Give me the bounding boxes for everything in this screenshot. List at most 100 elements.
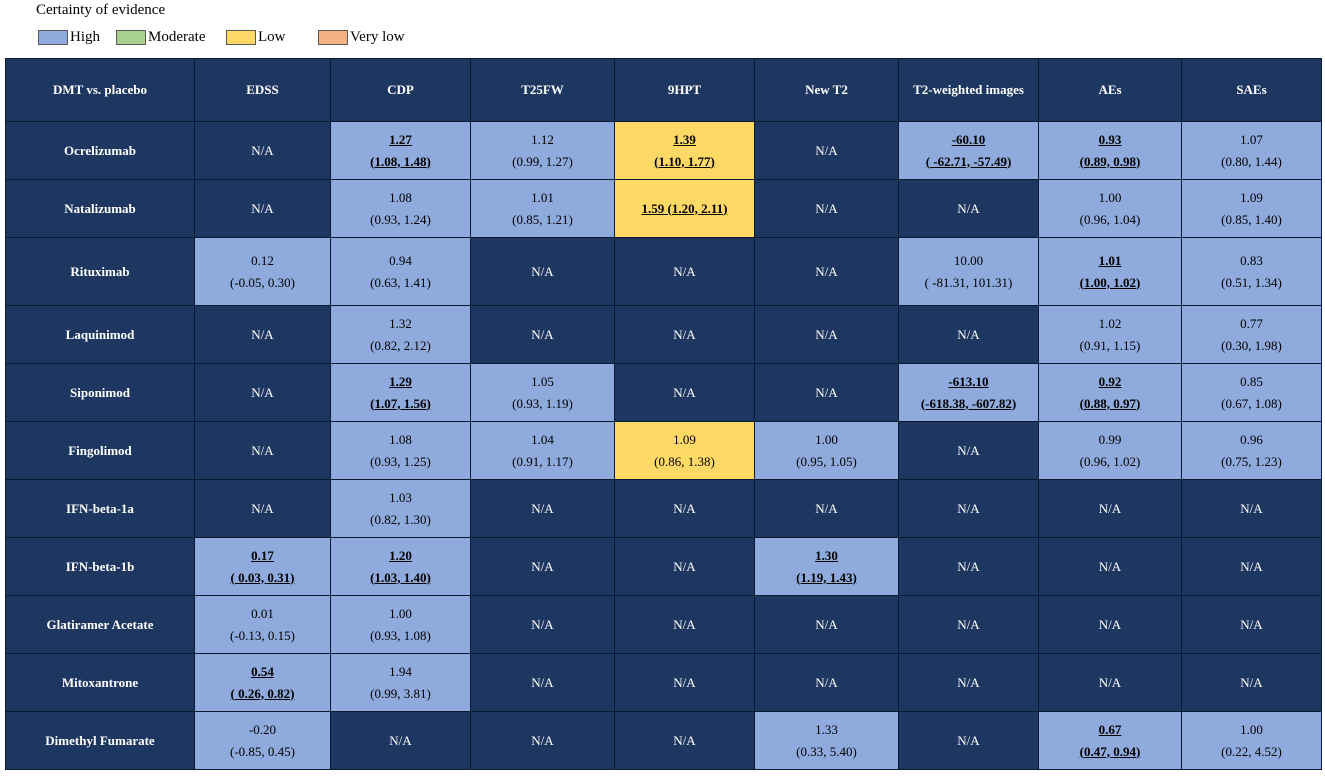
col-header-t25fw: T25FW bbox=[470, 58, 615, 122]
cell-interval: (0.93, 1.25) bbox=[370, 453, 431, 469]
cell-estimate: 0.94 bbox=[389, 252, 412, 268]
table-cell: N/A bbox=[470, 653, 615, 712]
col-header-edss: EDSS bbox=[194, 58, 331, 122]
table-cell: N/A bbox=[614, 305, 755, 364]
cell-estimate: 1.09 bbox=[673, 431, 696, 447]
cell-estimate: N/A bbox=[1240, 558, 1263, 574]
cell-estimate: 1.59 (1.20, 2.11) bbox=[641, 200, 728, 216]
table-cell: 1.30 (1.19, 1.43) bbox=[754, 537, 899, 596]
table-cell: N/A bbox=[898, 537, 1039, 596]
table-cell: N/A bbox=[1181, 479, 1322, 538]
legend-item-high: High bbox=[38, 27, 100, 47]
table-cell: N/A bbox=[470, 479, 615, 538]
table-cell: 1.07 (0.80, 1.44) bbox=[1181, 121, 1322, 180]
cell-estimate: N/A bbox=[251, 442, 274, 458]
table-cell: N/A bbox=[898, 305, 1039, 364]
cell-estimate: 0.12 bbox=[251, 252, 274, 268]
cell-estimate: 1.29 bbox=[389, 373, 412, 389]
legend-item-very-low: Very low bbox=[318, 27, 405, 47]
table-cell: -0.20 (-0.85, 0.45) bbox=[194, 711, 331, 770]
cell-estimate: 0.85 bbox=[1240, 373, 1263, 389]
table-cell: 0.85 (0.67, 1.08) bbox=[1181, 363, 1322, 422]
cell-interval: (0.63, 1.41) bbox=[370, 274, 431, 290]
table-cell: N/A bbox=[1038, 479, 1182, 538]
table-row: Laquinimod N/A 1.32 (0.82, 2.12) N/A N/A N/A N/… bbox=[5, 305, 1322, 364]
cell-estimate: N/A bbox=[531, 558, 554, 574]
cell-estimate: 0.67 bbox=[1098, 721, 1122, 737]
table-cell: 0.99 (0.96, 1.02) bbox=[1038, 421, 1182, 480]
cell-interval: (0.22, 4.52) bbox=[1221, 743, 1282, 759]
cell-interval: (0.82, 2.12) bbox=[370, 337, 431, 353]
table-cell: 1.12 (0.99, 1.27) bbox=[470, 121, 615, 180]
cell-estimate: 1.01 bbox=[531, 189, 554, 205]
legend-swatch-very-low bbox=[318, 29, 348, 45]
cell-estimate: N/A bbox=[251, 142, 274, 158]
cell-interval: (0.82, 1.30) bbox=[370, 511, 431, 527]
table-cell: 1.33 (0.33, 5.40) bbox=[754, 711, 899, 770]
table-cell: N/A bbox=[470, 237, 615, 306]
table-cell: 1.01 (1.00, 1.02) bbox=[1038, 237, 1182, 306]
cell-estimate: -613.10 bbox=[948, 373, 989, 389]
cell-estimate: 1.03 bbox=[389, 489, 412, 505]
cell-interval: (0.67, 1.08) bbox=[1221, 395, 1282, 411]
row-label: Natalizumab bbox=[5, 179, 195, 238]
cell-estimate: N/A bbox=[251, 500, 274, 516]
table-cell: 1.09 (0.86, 1.38) bbox=[614, 421, 755, 480]
table-cell: N/A bbox=[614, 237, 755, 306]
cell-estimate: 1.00 bbox=[1098, 189, 1122, 205]
legend-swatch-low bbox=[226, 29, 256, 45]
table-cell: 1.09 (0.85, 1.40) bbox=[1181, 179, 1322, 238]
row-label: Glatiramer Acetate bbox=[5, 595, 195, 654]
cell-estimate: N/A bbox=[673, 558, 696, 574]
cell-interval: (0.96, 1.02) bbox=[1079, 453, 1141, 469]
row-label: Ocrelizumab bbox=[5, 121, 195, 180]
cell-interval: (0.85, 1.40) bbox=[1221, 211, 1282, 227]
cell-estimate: -0.20 bbox=[248, 721, 277, 737]
table-cell: N/A bbox=[754, 595, 899, 654]
cell-estimate: N/A bbox=[957, 558, 980, 574]
cell-estimate: N/A bbox=[673, 500, 696, 516]
cell-estimate: 0.93 bbox=[1098, 131, 1122, 147]
table-cell: 0.67 (0.47, 0.94) bbox=[1038, 711, 1182, 770]
table-cell: 1.59 (1.20, 2.11) bbox=[614, 179, 755, 238]
table-cell: N/A bbox=[194, 363, 331, 422]
cell-estimate: 1.01 bbox=[1098, 252, 1122, 268]
table-cell: N/A bbox=[1181, 595, 1322, 654]
table-row: Ocrelizumab N/A 1.27 (1.08, 1.48) 1.12 (0.99,… bbox=[5, 121, 1322, 180]
cell-estimate: 1.08 bbox=[389, 431, 412, 447]
cell-estimate: N/A bbox=[531, 732, 554, 748]
cell-interval: (1.00, 1.02) bbox=[1079, 274, 1141, 290]
table-cell: N/A bbox=[1038, 537, 1182, 596]
row-label: IFN-beta-1a bbox=[5, 479, 195, 538]
row-label: IFN-beta-1b bbox=[5, 537, 195, 596]
table-cell: N/A bbox=[1181, 653, 1322, 712]
cell-estimate: 1.27 bbox=[389, 131, 412, 147]
table-cell: N/A bbox=[898, 421, 1039, 480]
table-cell: N/A bbox=[194, 479, 331, 538]
table-row: IFN-beta-1b 0.17 ( 0.03, 0.31) 1.20 (1.03, 1… bbox=[5, 537, 1322, 596]
cell-interval: (1.07, 1.56) bbox=[370, 395, 431, 411]
table-cell: -613.10 (-618.38, -607.82) bbox=[898, 363, 1039, 422]
cell-estimate: N/A bbox=[673, 616, 696, 632]
table-cell: 1.29 (1.07, 1.56) bbox=[330, 363, 471, 422]
table-cell: 1.08 (0.93, 1.24) bbox=[330, 179, 471, 238]
cell-estimate: N/A bbox=[531, 500, 554, 516]
legend-swatch-moderate bbox=[116, 29, 146, 45]
header-row: DMT vs. placebo EDSS CDP T25FW 9HPT New … bbox=[5, 58, 1322, 122]
cell-estimate: 1.12 bbox=[531, 131, 554, 147]
cell-estimate: 1.30 bbox=[815, 547, 838, 563]
cell-estimate: N/A bbox=[673, 732, 696, 748]
cell-interval: (-0.13, 0.15) bbox=[230, 627, 295, 643]
cell-interval: (0.30, 1.98) bbox=[1221, 337, 1282, 353]
cell-estimate: N/A bbox=[673, 326, 696, 342]
cell-interval: (0.75, 1.23) bbox=[1221, 453, 1282, 469]
legend-title: Certainty of evidence bbox=[36, 2, 166, 18]
cell-interval: (1.03, 1.40) bbox=[370, 569, 431, 585]
cell-estimate: N/A bbox=[815, 384, 838, 400]
table-row: Dimethyl Fumarate -0.20 (-0.85, 0.45) N/A N/… bbox=[5, 711, 1322, 770]
cell-estimate: N/A bbox=[1098, 500, 1122, 516]
cell-interval: (0.99, 3.81) bbox=[370, 685, 431, 701]
cell-estimate: N/A bbox=[251, 384, 274, 400]
table-cell: 1.27 (1.08, 1.48) bbox=[330, 121, 471, 180]
table-cell: 1.00 (0.96, 1.04) bbox=[1038, 179, 1182, 238]
